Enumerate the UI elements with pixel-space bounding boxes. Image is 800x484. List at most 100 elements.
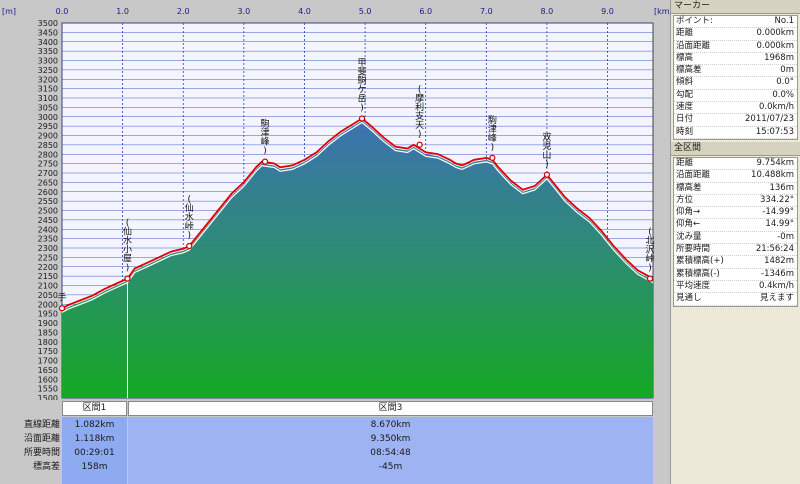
waypoint-label-char: 岳 — [358, 93, 367, 105]
info-value: 0.000km — [756, 28, 794, 39]
y-tick-label: 2300 — [38, 244, 58, 253]
waypoint-label-char: ケ — [358, 85, 367, 96]
info-value: 0.0km/h — [759, 102, 794, 113]
y-tick-label: 2700 — [38, 169, 58, 178]
waypoint-label-char: ) — [188, 231, 192, 241]
y-tick-label: 1900 — [38, 319, 58, 328]
waypoint-label-char: 駒 — [358, 75, 367, 87]
y-tick-label: 3000 — [38, 113, 58, 122]
info-row: 時刻 15:07:53 — [674, 127, 797, 139]
waypoint-label-char: ( — [418, 85, 422, 95]
x-unit-label: [km] — [654, 7, 670, 16]
y-tick-label: 2950 — [38, 122, 58, 131]
info-key: 速度 — [676, 102, 694, 113]
y-tick-label: 2200 — [38, 263, 58, 272]
info-row: 方位 334.22° — [674, 195, 797, 208]
waypoint-label-char: 山 — [542, 150, 551, 161]
info-row: 速度 0.0km/h — [674, 102, 797, 115]
y-tick-label: 3450 — [38, 28, 58, 37]
info-key: 距離 — [676, 157, 694, 168]
row-label: 所要時間 — [23, 448, 60, 458]
info-row: 所要時間 21:56:24 — [674, 244, 797, 257]
info-row: 距離 9.754km — [674, 157, 797, 171]
y-tick-label: 2400 — [38, 225, 58, 234]
y-tick-label: 1650 — [38, 366, 58, 375]
waypoint-label-char: ( — [648, 228, 652, 238]
y-tick-label: 3350 — [38, 47, 58, 56]
section-3-value: 9.350km — [370, 434, 411, 444]
info-row: 沿面距離 10.488km — [674, 170, 797, 183]
info-value: 0.0% — [772, 89, 794, 100]
y-tick-label: 2150 — [38, 272, 58, 281]
waypoint-dot — [646, 275, 654, 282]
waypoint-label-char: 摩 — [415, 92, 424, 104]
y-tick-label: 1850 — [38, 328, 58, 337]
waypoint-dot — [543, 171, 551, 178]
y-tick-label: 3050 — [38, 103, 58, 112]
info-row: 沈み量 -0m — [674, 232, 797, 245]
section-3-value: 8.670km — [370, 420, 411, 430]
y-tick-label: 1950 — [38, 310, 58, 319]
waypoint-dot — [124, 275, 131, 282]
elevation-profile-chart[interactable]: 0.0 1.0 2.0 3.0 4.0 5.0 6.0 7.0 8.0 9.0 150015501… — [0, 0, 670, 400]
waypoint-label-char: 小 — [123, 245, 132, 256]
section-3-bg — [128, 417, 653, 484]
info-row: 傾斜 0.0° — [674, 77, 797, 90]
info-key: 傾斜 — [676, 77, 694, 88]
x-tick-label: 9.0 — [601, 7, 614, 16]
waypoint-label-char: 屋 — [123, 254, 132, 265]
row-label: 標高差 — [32, 462, 60, 472]
info-row: ポイント: No.1 — [674, 16, 797, 29]
info-key: 累積標高(+) — [676, 256, 724, 267]
total-info-box: 距離 9.754km 沿面距離 10.488km 標高差 136m 方位 334.22° 仰角→… — [673, 156, 798, 307]
info-key: 仰角← — [676, 219, 701, 230]
table-row: 直線距離 1.082km 8.670km — [0, 418, 653, 432]
info-key: 距離 — [676, 28, 694, 39]
section-1-header[interactable]: 区間1 — [62, 401, 127, 416]
marker-panel-title[interactable]: マーカー — [671, 0, 800, 14]
section-1-value: 158m — [81, 462, 108, 472]
section-1-value: 1.082km — [74, 420, 115, 430]
waypoint-label-char: 峠 — [645, 253, 654, 265]
waypoint-dot — [186, 242, 193, 250]
y-tick-label: 1750 — [38, 347, 58, 356]
waypoint-label-char: ( — [126, 219, 130, 229]
waypoint-label-char: 峰 — [261, 137, 270, 148]
waypoint-label-char: ) — [263, 147, 267, 157]
terrain-fill — [62, 120, 653, 398]
terrain-highlight — [61, 121, 654, 313]
waypoint-label-char: ) — [126, 264, 130, 274]
waypoint-label-char: 双 — [542, 132, 551, 143]
y-tick-label: 2000 — [38, 300, 58, 309]
info-key: 標高差 — [676, 65, 702, 76]
y-tick-label: 3400 — [38, 38, 58, 47]
info-value: 見えます — [759, 293, 794, 304]
y-tick-label: 3200 — [38, 75, 58, 84]
y-tick-label: 1700 — [38, 357, 58, 366]
table-row: 沿面距離 1.118km 9.350km — [0, 432, 653, 446]
y-tick-label: 2050 — [38, 291, 58, 300]
y-tick-label: 2450 — [38, 216, 58, 225]
waypoint-dot — [58, 305, 66, 312]
y-tick-label: 1800 — [38, 338, 58, 347]
y-tick-label: 3100 — [38, 94, 58, 103]
y-tick-label: 2550 — [38, 197, 58, 206]
info-key: 勾配 — [676, 89, 694, 100]
y-tick-label: 2750 — [38, 160, 58, 169]
y-tick-label: 1550 — [38, 385, 58, 394]
y-tick-label: 3500 — [38, 19, 58, 28]
waypoint-label-char: ) — [545, 160, 549, 170]
waypoint-label-char: 北 — [645, 236, 654, 247]
waypoint-label-char: ) — [360, 104, 364, 114]
section-1-bg — [62, 417, 127, 484]
info-row: 標高差 136m — [674, 183, 797, 195]
y-unit-label: [m] — [2, 7, 16, 16]
info-value: 0m — [780, 65, 794, 76]
section-3-header[interactable]: 区間3 — [128, 401, 653, 416]
waypoint-label-char: 駒 — [488, 114, 497, 126]
x-tick-label: 7.0 — [480, 7, 493, 16]
info-key: 沿面距離 — [676, 40, 711, 51]
total-panel-title[interactable]: 全区間 — [671, 141, 800, 156]
y-tick-label: 2600 — [38, 188, 58, 197]
info-row: 仰角→ -14.99° — [674, 207, 797, 220]
